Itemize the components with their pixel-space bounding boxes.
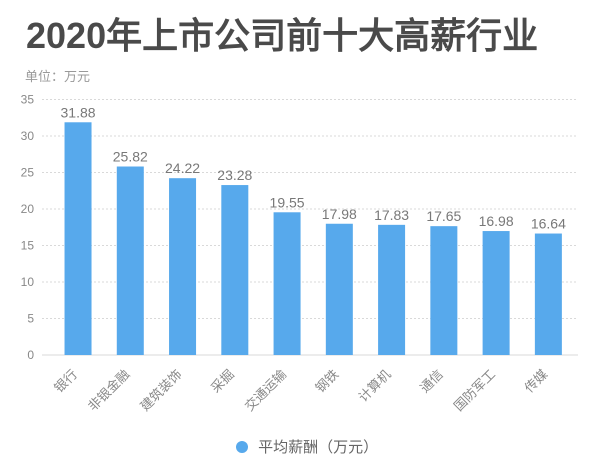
svg-text:25: 25 [21, 166, 35, 180]
svg-text:10: 10 [21, 275, 35, 289]
svg-text:30: 30 [21, 129, 35, 143]
svg-text:16.64: 16.64 [531, 216, 566, 232]
svg-text:通信: 通信 [417, 367, 446, 396]
svg-text:25.82: 25.82 [113, 149, 148, 165]
svg-text:17.65: 17.65 [426, 208, 461, 224]
svg-text:0: 0 [27, 348, 34, 362]
svg-text:19.55: 19.55 [270, 194, 305, 210]
svg-text:17.98: 17.98 [322, 206, 357, 222]
svg-text:银行: 银行 [51, 367, 80, 396]
svg-text:17.83: 17.83 [374, 207, 409, 223]
svg-text:非银金融: 非银金融 [85, 367, 132, 414]
svg-text:采掘: 采掘 [208, 367, 237, 396]
svg-text:交通运输: 交通运输 [242, 367, 289, 414]
svg-text:31.88: 31.88 [61, 104, 96, 120]
svg-text:建筑装饰: 建筑装饰 [137, 367, 184, 414]
svg-text:国防军工: 国防军工 [451, 367, 498, 414]
svg-text:35: 35 [21, 93, 35, 107]
svg-text:16.98: 16.98 [479, 213, 514, 229]
svg-text:钢铁: 钢铁 [312, 367, 341, 396]
svg-text:24.22: 24.22 [165, 160, 200, 176]
svg-text:23.28: 23.28 [217, 167, 252, 183]
svg-text:20: 20 [21, 202, 35, 216]
svg-text:15: 15 [21, 239, 35, 253]
svg-text:传媒: 传媒 [521, 367, 550, 396]
svg-text:计算机: 计算机 [356, 367, 394, 405]
svg-text:5: 5 [27, 312, 34, 326]
